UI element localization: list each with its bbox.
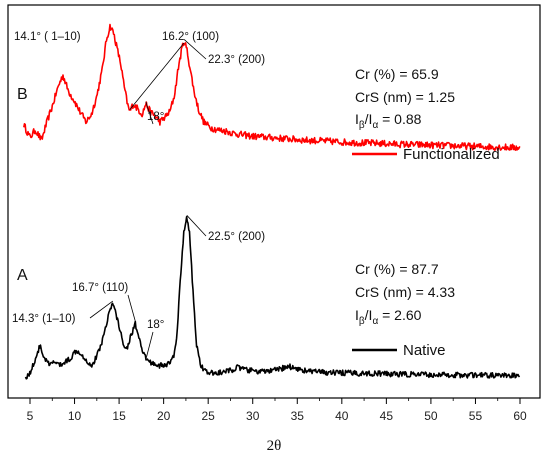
x-axis-ticks [29, 398, 521, 404]
annotation-b-18: 18° [147, 111, 164, 123]
stat-crs-native: CrS (nm) = 4.33 [355, 284, 455, 300]
annotation-b-141: 14.1° ( 1–10) [14, 31, 81, 43]
annotation-a-167: 16.7° (110) [72, 282, 128, 294]
peak-annotations: 14.1° ( 1–10) 16.2° (100) 22.3° (200) 18° 22… [12, 31, 265, 360]
x-tick-label-45: 45 [380, 409, 394, 423]
x-tick-label-20: 20 [157, 409, 171, 423]
x-axis-title: 2θ [267, 438, 282, 454]
x-tick-label-55: 55 [469, 409, 483, 423]
plot-frame [7, 4, 541, 399]
x-tick-label-30: 30 [246, 409, 260, 423]
annotation-a-18: 18° [147, 319, 164, 331]
annotation-leader-a-18 [145, 331, 154, 360]
x-tick-label-5: 5 [27, 409, 34, 423]
stat-cr-functionalized: Cr (%) = 65.9 [355, 66, 439, 82]
stat-ratio-native: Iβ/Iα = 2.60 [355, 307, 422, 327]
annotation-leader-b-18 [145, 101, 154, 125]
x-axis-tick-labels: 5 10 15 20 25 30 35 40 45 50 55 60 [27, 409, 527, 423]
stat-cr-native: Cr (%) = 87.7 [355, 261, 439, 277]
annotation-leader-a-225 [186, 215, 207, 237]
x-tick-label-60: 60 [513, 409, 527, 423]
functionalized-curve [23, 23, 521, 152]
stat-crs-functionalized: CrS (nm) = 1.25 [355, 89, 455, 105]
legend-label-functionalized: Functionalized [403, 146, 500, 163]
stat-ratio-functionalized: Iβ/Iα = 0.88 [355, 111, 422, 131]
annotation-leader-b-162 [129, 42, 185, 110]
x-tick-label-35: 35 [291, 409, 305, 423]
panel-label-b: B [17, 86, 28, 103]
annotation-leader-b-223 [183, 39, 207, 60]
native-curve [24, 216, 521, 380]
annotation-b-223: 22.3° (200) [208, 54, 265, 66]
panel-label-a: A [17, 267, 28, 284]
x-tick-label-50: 50 [424, 409, 438, 423]
annotation-leader-a-143 [89, 300, 114, 319]
annotation-b-162: 16.2° (100) [162, 31, 219, 43]
x-tick-label-25: 25 [202, 409, 216, 423]
annotation-a-225: 22.5° (200) [208, 231, 265, 243]
annotation-leader-a-167 [127, 294, 136, 321]
legend-label-native: Native [403, 342, 446, 359]
annotation-a-143: 14.3° (1–10) [12, 313, 76, 325]
x-tick-label-15: 15 [112, 409, 126, 423]
x-tick-label-10: 10 [68, 409, 82, 423]
x-tick-label-40: 40 [335, 409, 349, 423]
